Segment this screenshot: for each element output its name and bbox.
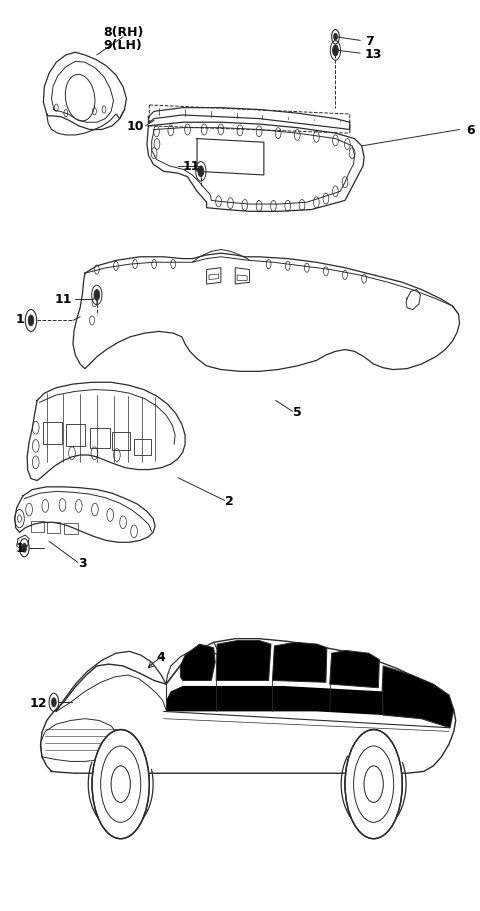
Text: 1: 1 xyxy=(15,542,24,555)
Circle shape xyxy=(92,730,149,839)
Circle shape xyxy=(22,544,27,553)
Polygon shape xyxy=(330,650,379,688)
Text: 7: 7 xyxy=(365,35,374,48)
Circle shape xyxy=(345,730,402,839)
Text: 2: 2 xyxy=(225,495,233,507)
Polygon shape xyxy=(273,642,327,682)
Circle shape xyxy=(364,766,383,803)
Text: 9(LH): 9(LH) xyxy=(104,38,143,52)
Polygon shape xyxy=(166,686,383,715)
Circle shape xyxy=(333,46,338,56)
Circle shape xyxy=(334,34,337,41)
Circle shape xyxy=(28,315,34,326)
Circle shape xyxy=(94,291,100,302)
Text: 8(RH): 8(RH) xyxy=(103,26,143,39)
Polygon shape xyxy=(216,640,271,681)
Text: 12: 12 xyxy=(29,696,47,709)
Text: 3: 3 xyxy=(78,557,86,569)
Text: 4: 4 xyxy=(157,650,166,663)
Polygon shape xyxy=(180,644,215,681)
Polygon shape xyxy=(382,666,454,728)
Text: 1: 1 xyxy=(15,312,24,326)
Text: 11: 11 xyxy=(183,160,200,173)
Text: 6: 6 xyxy=(467,124,475,137)
Circle shape xyxy=(198,167,204,178)
Text: 10: 10 xyxy=(126,120,144,133)
Text: 11: 11 xyxy=(55,292,72,306)
Text: 5: 5 xyxy=(293,405,302,418)
Text: 13: 13 xyxy=(365,47,383,60)
Circle shape xyxy=(111,766,130,803)
Circle shape xyxy=(51,698,56,707)
